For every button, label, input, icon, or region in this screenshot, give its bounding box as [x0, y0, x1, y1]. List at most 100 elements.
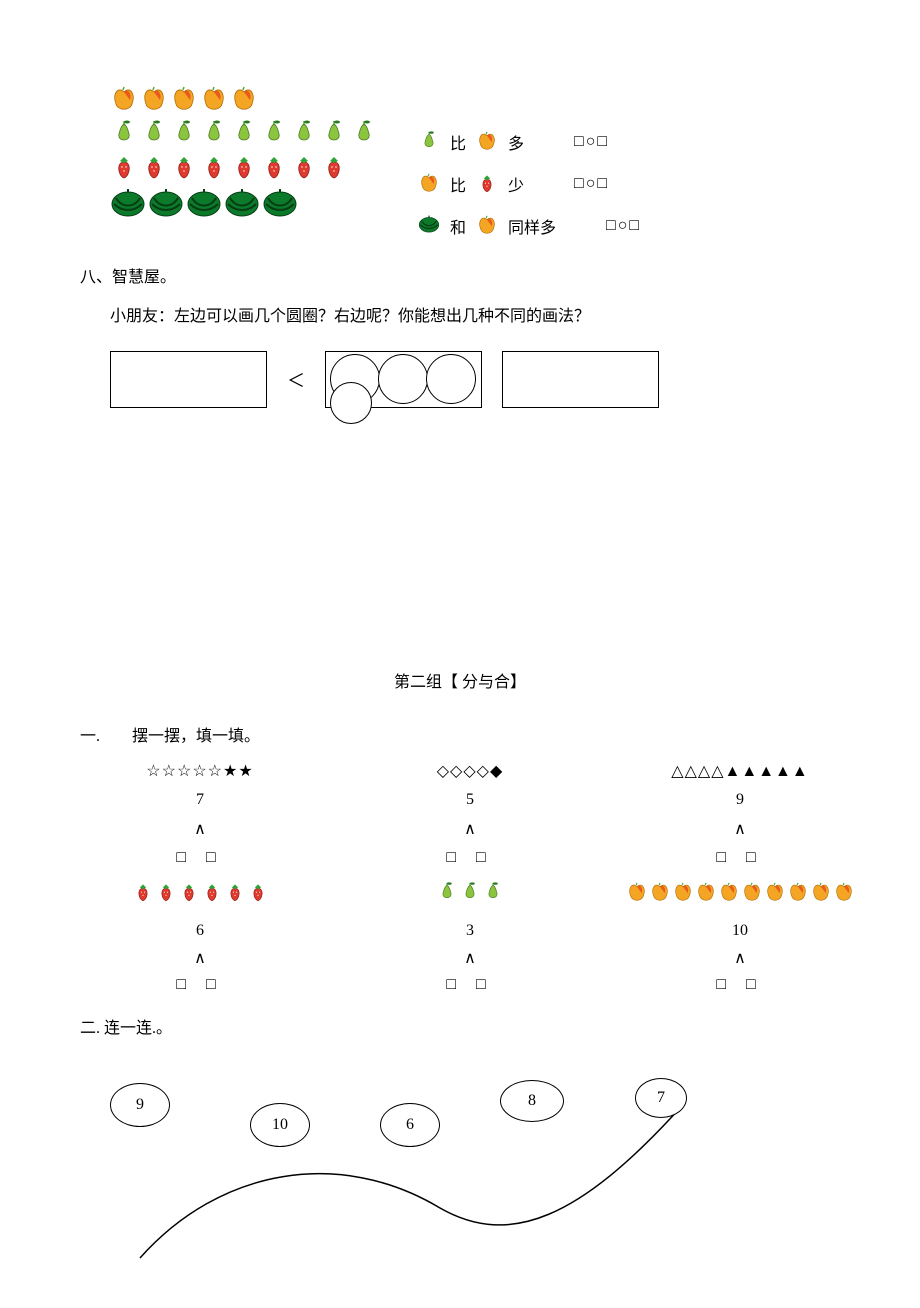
peach-icon [110, 86, 138, 114]
split-symbol: ∧ [446, 948, 493, 968]
circle-icon [426, 354, 476, 404]
compare-line-1: 比 多 □○□ [418, 130, 641, 154]
number-label: 9 [736, 791, 744, 809]
peach-icon [833, 882, 855, 904]
melon-row [110, 188, 378, 218]
peach-icon [476, 215, 498, 237]
number-label: 6 [176, 922, 223, 940]
melon-icon [262, 188, 298, 218]
split-item: 6 ∧ □ □ [110, 882, 290, 994]
left-box[interactable] [110, 351, 267, 408]
answer-blank[interactable]: □○□ [574, 175, 609, 193]
compare-text: 比 [450, 172, 466, 196]
shape-line: ☆☆☆☆☆★★ [146, 761, 253, 781]
compare-text: 和 [450, 214, 466, 238]
q1-row-1: ☆☆☆☆☆★★7∧□ □◇◇◇◇◆5∧□ □△△△△▲▲▲▲▲9∧□ □ [110, 761, 840, 867]
pear-icon [260, 120, 288, 148]
section-8-heading: 八、智慧屋。 [80, 263, 840, 287]
compare-tail: 少 [508, 172, 524, 196]
straw-icon [230, 154, 258, 182]
answer-boxes[interactable]: □ □ [446, 976, 493, 994]
straw-icon [170, 154, 198, 182]
pear-icon [110, 120, 138, 148]
pear-icon [230, 120, 258, 148]
pear-icon [459, 882, 481, 904]
shape-line: ◇◇◇◇◆ [437, 761, 504, 781]
compare-tail: 多 [508, 130, 524, 154]
split-item: 10∧□ □ [650, 882, 830, 994]
q2-heading: 二. 连一连.。 [80, 1014, 840, 1038]
peach-icon [764, 882, 786, 904]
straw-icon [200, 154, 228, 182]
peach-icon [695, 882, 717, 904]
peach-icon [626, 882, 648, 904]
number-oval[interactable]: 6 [380, 1103, 440, 1147]
answer-boxes[interactable]: □ □ [176, 976, 223, 994]
fruit-line [436, 882, 504, 904]
right-box[interactable] [502, 351, 659, 408]
fruit-line [626, 882, 855, 904]
peach-icon [649, 882, 671, 904]
peach-icon [741, 882, 763, 904]
fruit-columns [110, 80, 378, 238]
straw-icon [247, 882, 269, 904]
melon-icon [186, 188, 222, 218]
number-oval[interactable]: 10 [250, 1103, 310, 1147]
number-oval[interactable]: 9 [110, 1083, 170, 1127]
pear-icon [320, 120, 348, 148]
circle-boxes-row: ＜ [110, 351, 840, 408]
peach-icon [230, 86, 258, 114]
split-item: 3 ∧ □ □ [380, 882, 560, 994]
straw-icon [201, 882, 223, 904]
pear-row [110, 120, 378, 148]
fruit-compare-block: 比 多 □○□ 比 少 □○□ 和 同样多 □○□ [110, 80, 840, 238]
pear-icon [290, 120, 318, 148]
split-symbol: ∧ [176, 948, 223, 968]
straw-icon [290, 154, 318, 182]
melon-icon [224, 188, 260, 218]
q1-heading: 一. 摆一摆，填一填。 [80, 722, 840, 746]
fruit-line [132, 882, 269, 904]
straw-icon [320, 154, 348, 182]
pear-icon [350, 120, 378, 148]
circle-icon [330, 382, 372, 424]
straw-icon [260, 154, 288, 182]
answer-boxes[interactable]: □ □ [446, 849, 493, 867]
number-label: 3 [446, 922, 493, 940]
q1-row-2: 6∧□ □3∧□ □10∧□ □ [110, 882, 840, 994]
shape-line: △△△△▲▲▲▲▲ [671, 761, 808, 781]
split-symbol: ∧ [194, 819, 206, 839]
pear-icon [482, 882, 504, 904]
less-than-symbol: ＜ [287, 367, 305, 393]
group-2-title: 第二组【 分与合】 [80, 668, 840, 692]
straw-icon [155, 882, 177, 904]
melon-icon [110, 188, 146, 218]
peach-row [110, 86, 378, 114]
answer-boxes[interactable]: □ □ [716, 849, 763, 867]
pear-icon [200, 120, 228, 148]
peach-icon [787, 882, 809, 904]
number-label: 10 [716, 922, 763, 940]
straw-icon [140, 154, 168, 182]
split-item: △△△△▲▲▲▲▲9∧□ □ [650, 761, 830, 867]
pear-icon [140, 120, 168, 148]
peach-icon [672, 882, 694, 904]
oval-connect-area[interactable]: 9 10 6 8 7 [80, 1068, 840, 1268]
answer-boxes[interactable]: □ □ [176, 849, 223, 867]
peach-icon [810, 882, 832, 904]
answer-boxes[interactable]: □ □ [716, 976, 763, 994]
answer-blank[interactable]: □○□ [574, 133, 609, 151]
straw-icon [178, 882, 200, 904]
pear-icon [436, 882, 458, 904]
straw-icon [224, 882, 246, 904]
compare-text: 比 [450, 130, 466, 154]
middle-box [325, 351, 482, 408]
split-item: ☆☆☆☆☆★★7∧□ □ [110, 761, 290, 867]
number-oval[interactable]: 7 [635, 1078, 687, 1118]
answer-blank[interactable]: □○□ [606, 217, 641, 235]
strawberry-icon [476, 173, 498, 195]
number-oval[interactable]: 8 [500, 1080, 564, 1122]
compare-line-3: 和 同样多 □○□ [418, 214, 641, 238]
melon-icon [418, 215, 440, 237]
straw-icon [110, 154, 138, 182]
